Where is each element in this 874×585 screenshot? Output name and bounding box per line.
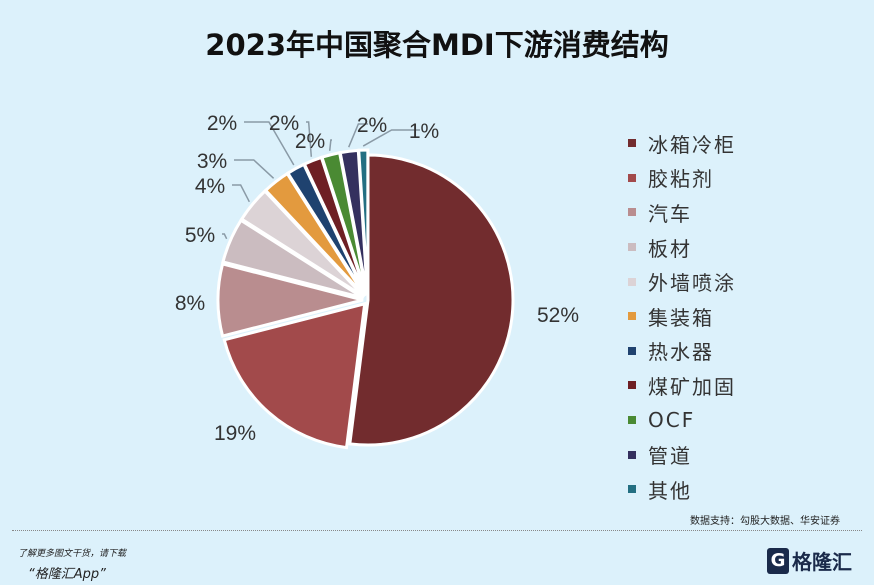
legend-label: 汽车 — [648, 201, 692, 226]
pie-slice-10 — [357, 148, 370, 296]
pie-slice-1 — [222, 301, 367, 450]
legend-label: 冰箱冷柜 — [648, 132, 736, 157]
legend-swatch — [628, 243, 636, 252]
legend-label: 板材 — [648, 236, 692, 261]
leader-line-6 — [244, 121, 295, 166]
data-label-7: 2% — [269, 112, 299, 135]
legend-swatch — [628, 173, 636, 182]
divider — [12, 530, 862, 531]
legend-swatch — [628, 208, 636, 217]
leader-line-9 — [348, 123, 368, 148]
leader-line-10 — [362, 129, 420, 147]
data-label-3: 5% — [185, 224, 215, 247]
data-label-5: 3% — [197, 150, 227, 173]
legend-swatch — [628, 277, 636, 286]
legend-item: 外墙喷涂 — [628, 264, 736, 299]
data-label-8: 2% — [295, 130, 325, 153]
legend-label: 管道 — [648, 444, 692, 469]
legend-item: 热水器 — [628, 334, 736, 369]
legend-item: OCF — [628, 403, 736, 438]
logo: G 格隆汇 — [767, 546, 852, 575]
data-label-1: 19% — [214, 422, 256, 445]
legend-item: 其他 — [628, 472, 736, 507]
legend-item: 煤矿加固 — [628, 368, 736, 403]
legend-label: 胶粘剂 — [648, 167, 714, 192]
data-label-2: 8% — [175, 292, 205, 315]
legend-label: 其他 — [648, 478, 692, 503]
legend-swatch — [628, 416, 636, 425]
leader-line-3 — [222, 233, 228, 240]
promo-app: “格隆汇App” — [28, 567, 106, 582]
data-label-10: 1% — [409, 120, 439, 143]
legend-label: 外墙喷涂 — [648, 271, 736, 296]
leader-line-7 — [306, 121, 313, 157]
leader-line-4 — [232, 184, 251, 203]
legend-item: 板材 — [628, 230, 736, 265]
source-note: 数据支持：勾股大数据、华安证券 — [690, 516, 840, 527]
legend-swatch — [628, 450, 636, 459]
legend-item: 汽车 — [628, 195, 736, 230]
legend-label: 热水器 — [648, 340, 714, 365]
legend-swatch — [628, 312, 636, 321]
legend-label: OCF — [648, 408, 696, 433]
data-label-0: 52% — [537, 304, 579, 327]
logo-icon: G — [767, 547, 789, 574]
pie-slice-2 — [216, 262, 364, 338]
legend-swatch — [628, 485, 636, 494]
legend-label: 集装箱 — [648, 305, 714, 330]
legend-item: 胶粘剂 — [628, 161, 736, 196]
data-label-6: 2% — [207, 112, 237, 135]
legend-swatch — [628, 139, 636, 148]
leader-line-8 — [328, 139, 332, 151]
promo-text: 了解更多图文干货，请下载 — [18, 549, 127, 559]
legend-swatch — [628, 346, 636, 355]
pie-slice-0 — [348, 153, 515, 447]
leader-line-5 — [234, 159, 275, 179]
legend: 冰箱冷柜胶粘剂汽车板材外墙喷涂集装箱热水器煤矿加固 OCF 管道其他 — [628, 126, 736, 507]
legend-item: 冰箱冷柜 — [628, 126, 736, 161]
legend-label: 煤矿加固 — [648, 374, 736, 399]
data-label-4: 4% — [195, 175, 225, 198]
legend-item: 集装箱 — [628, 299, 736, 334]
legend-item: 管道 — [628, 437, 736, 472]
chart-title: 2023年中国聚合MDI下游消费结构 — [205, 28, 669, 62]
data-label-9: 2% — [357, 114, 387, 137]
legend-swatch — [628, 381, 636, 390]
logo-text: 格隆汇 — [792, 550, 852, 574]
